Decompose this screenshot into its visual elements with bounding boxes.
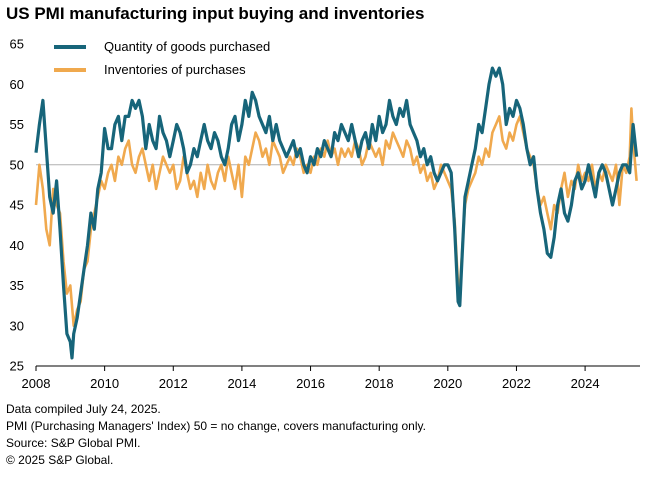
x-tick-label: 2016 <box>296 376 325 391</box>
x-axis-ticks: 2008 2010 2012 2014 2016 2018 2020 2022 2024 <box>22 366 600 391</box>
y-tick-label: 40 <box>10 238 24 253</box>
x-tick-label: 2024 <box>571 376 600 391</box>
x-tick-label: 2018 <box>365 376 394 391</box>
x-tick-label: 2022 <box>502 376 531 391</box>
x-tick-label: 2008 <box>22 376 51 391</box>
y-axis-ticks: 25 30 35 40 45 50 55 60 65 <box>10 37 24 374</box>
y-tick-label: 65 <box>10 37 24 52</box>
y-tick-label: 55 <box>10 117 24 132</box>
note-compiled: Data compiled July 24, 2025. <box>6 402 161 416</box>
x-tick-label: 2010 <box>90 376 119 391</box>
y-tick-label: 25 <box>10 359 24 374</box>
y-tick-label: 60 <box>10 77 24 92</box>
x-tick-label: 2020 <box>433 376 462 391</box>
y-tick-label: 30 <box>10 318 24 333</box>
note-definition: PMI (Purchasing Managers' Index) 50 = no… <box>6 419 426 433</box>
series-line-inventories <box>34 107 638 328</box>
chart-notes: Data compiled July 24, 2025. PMI (Purcha… <box>6 401 426 469</box>
legend: Quantity of goods purchased Inventories … <box>54 39 270 77</box>
series-line-quantity <box>34 66 639 360</box>
y-tick-label: 45 <box>10 198 24 213</box>
legend-label-inventories: Inventories of purchases <box>104 62 246 77</box>
x-tick-label: 2014 <box>227 376 256 391</box>
x-tick-label: 2012 <box>159 376 188 391</box>
chart-title: US PMI manufacturing input buying and in… <box>6 4 425 23</box>
note-copyright: © 2025 S&P Global. <box>6 453 114 467</box>
note-source: Source: S&P Global PMI. <box>6 436 141 450</box>
series-layer <box>34 66 639 360</box>
y-tick-label: 50 <box>10 157 24 172</box>
legend-label-quantity: Quantity of goods purchased <box>104 39 270 54</box>
y-tick-label: 35 <box>10 278 24 293</box>
